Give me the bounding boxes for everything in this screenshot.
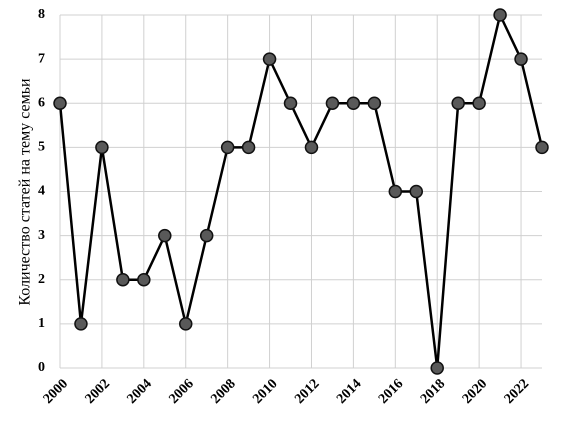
- data-point: [493, 8, 507, 22]
- y-tick-label: 4: [38, 184, 45, 199]
- y-axis-label: Количество статей на тему семьи: [17, 78, 34, 306]
- data-point: [514, 52, 528, 66]
- data-point: [283, 96, 298, 110]
- y-tick-label: 7: [38, 51, 45, 66]
- data-point: [116, 273, 130, 287]
- x-tick-label: 2006: [166, 376, 196, 406]
- x-tick-label: 2002: [83, 376, 113, 406]
- y-tick-label: 1: [38, 316, 45, 331]
- data-point: [158, 228, 172, 243]
- data-point: [367, 96, 382, 110]
- data-point: [388, 184, 403, 199]
- y-tick-label: 6: [38, 95, 45, 110]
- data-point: [241, 140, 256, 155]
- x-tick-label: 2020: [460, 376, 490, 406]
- data-point: [304, 140, 319, 155]
- data-point: [472, 96, 486, 110]
- y-tick-label: 0: [38, 360, 45, 375]
- data-point: [346, 96, 361, 110]
- y-tick-label: 3: [38, 228, 45, 243]
- data-point: [74, 317, 88, 331]
- data-point: [220, 140, 235, 155]
- y-tick-label: 2: [38, 272, 45, 287]
- data-point: [95, 140, 109, 155]
- x-tick-label: 2014: [334, 376, 364, 406]
- data-point: [409, 184, 424, 199]
- data-point: [535, 140, 549, 155]
- x-tick-label: 2008: [208, 376, 238, 406]
- x-tick-label: 2018: [418, 376, 448, 406]
- x-tick-label: 2012: [292, 376, 322, 406]
- x-tick-label: 2004: [125, 376, 155, 406]
- data-point: [199, 228, 214, 243]
- data-point: [325, 96, 340, 110]
- data-point: [178, 317, 193, 331]
- data-point: [137, 273, 151, 287]
- x-tick-label: 2000: [41, 376, 71, 406]
- y-tick-label: 5: [38, 140, 45, 155]
- x-tick-label: 2022: [502, 376, 532, 406]
- x-tick-label: 2016: [376, 376, 406, 406]
- y-tick-label: 8: [38, 7, 45, 22]
- data-point: [430, 361, 444, 375]
- data-point: [53, 96, 67, 110]
- x-tick-label: 2010: [250, 376, 280, 406]
- data-point: [451, 96, 465, 110]
- data-point: [262, 52, 277, 66]
